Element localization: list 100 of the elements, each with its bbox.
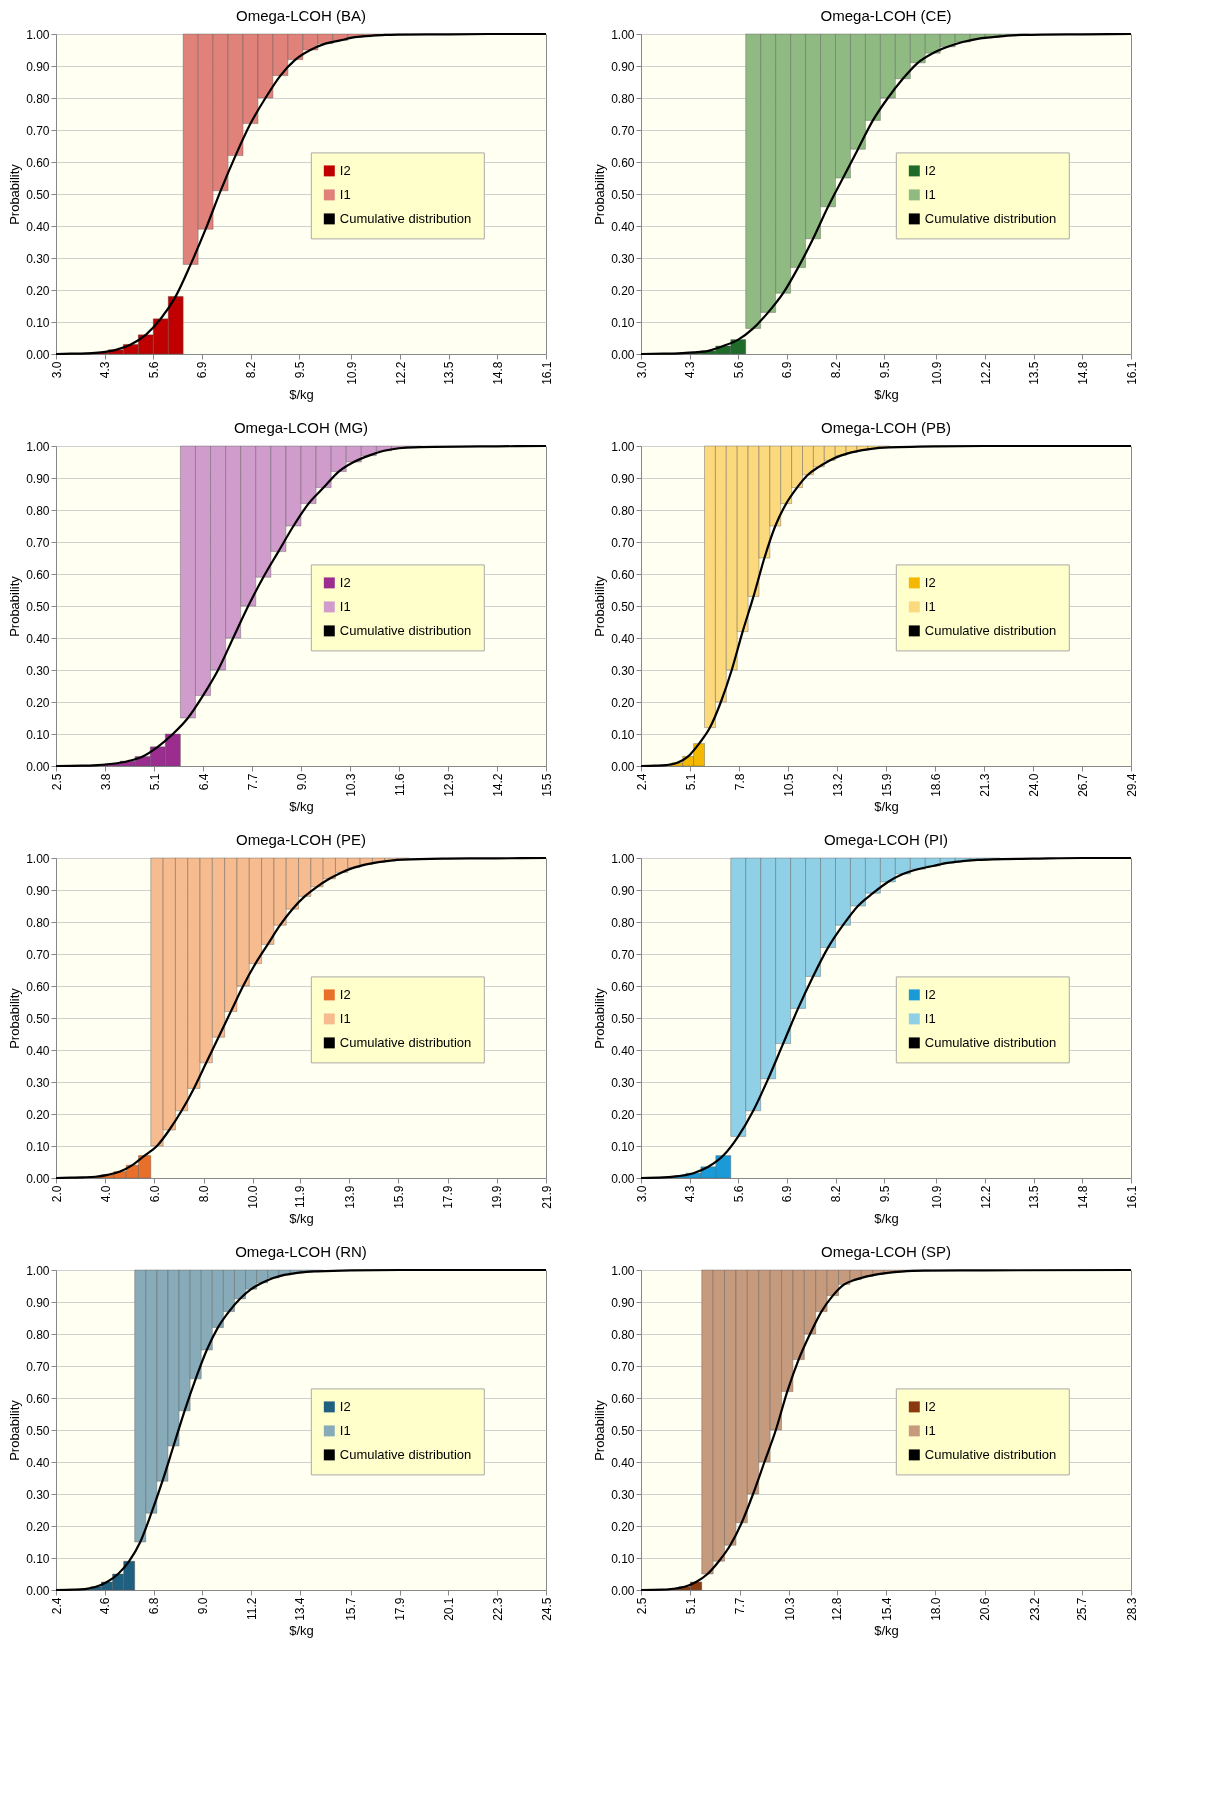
legend-label: I1: [924, 186, 936, 202]
x-tick-label: 5.1: [683, 1597, 698, 1615]
y-tick-label: 0.50: [26, 1423, 50, 1438]
legend-label: I1: [339, 598, 351, 614]
y-tick-label: 0.60: [26, 155, 50, 170]
y-tick-label: 0.70: [611, 1359, 635, 1374]
x-tick-label: 8.2: [829, 1185, 843, 1203]
y-tick-label: 0.00: [26, 1171, 50, 1186]
x-tick-label: 5.6: [731, 1185, 746, 1203]
x-tick-label: 16.1: [539, 361, 554, 385]
x-tick-label: 4.3: [98, 361, 113, 379]
x-tick-label: 24.0: [1026, 773, 1041, 797]
legend-label: I1: [924, 1010, 936, 1026]
x-tick-label: 12.2: [978, 1185, 993, 1209]
x-tick-label: 10.9: [930, 361, 944, 385]
x-tick-label: 7.7: [245, 773, 260, 791]
x-tick-label: 24.5: [539, 1597, 554, 1621]
y-tick-label: 0.90: [26, 883, 50, 898]
x-tick-label: 17.9: [441, 1185, 456, 1209]
y-tick-label: 0.10: [611, 1139, 635, 1154]
y-tick-label: 0.20: [611, 283, 635, 298]
x-axis-title: $/kg: [874, 798, 899, 814]
y-tick-label: 0.20: [26, 1519, 50, 1534]
y-tick-label: 0.60: [26, 979, 50, 994]
y-tick-label: 0.50: [26, 1011, 50, 1026]
legend-label: Cumulative distribution: [924, 1034, 1057, 1050]
y-tick-label: 0.70: [26, 1359, 50, 1374]
legend-label: I1: [339, 1422, 351, 1438]
y-tick-label: 0.90: [611, 1295, 635, 1310]
y-tick-label: 0.90: [611, 59, 635, 74]
x-tick-label: 3.0: [634, 361, 649, 379]
x-tick-label: 16.1: [1124, 1185, 1139, 1209]
x-tick-label: 7.8: [732, 773, 747, 791]
x-tick-label: 8.2: [244, 361, 258, 379]
y-tick-label: 0.30: [26, 1075, 50, 1090]
x-tick-label: 10.0: [246, 1185, 261, 1209]
y-axis-title: Probability: [592, 987, 608, 1049]
y-tick-label: 1.00: [26, 439, 50, 454]
x-tick-label: 5.1: [683, 773, 698, 791]
x-tick-label: 10.5: [781, 773, 796, 797]
y-tick-label: 0.90: [26, 1295, 50, 1310]
x-axis-title: $/kg: [874, 386, 899, 402]
y-tick-label: 0.20: [611, 695, 635, 710]
x-tick-label: 18.0: [928, 1597, 943, 1621]
x-tick-label: 15.4: [879, 1597, 894, 1621]
x-tick-label: 2.4: [634, 773, 649, 791]
x-tick-label: 10.3: [782, 1597, 797, 1621]
y-tick-label: 0.40: [26, 1455, 50, 1470]
x-tick-label: 21.3: [977, 773, 992, 797]
y-tick-label: 0.20: [26, 1107, 50, 1122]
y-tick-label: 0.40: [611, 1043, 635, 1058]
x-axis-title: $/kg: [874, 1210, 899, 1226]
x-tick-label: 13.5: [1027, 1185, 1042, 1209]
y-axis-title: Probability: [7, 575, 23, 637]
chart-title: Omega-LCOH (PI): [823, 831, 949, 848]
y-tick-label: 0.70: [611, 535, 635, 550]
y-tick-label: 0.60: [611, 979, 635, 994]
chart-title: Omega-LCOH (RN): [235, 1243, 367, 1260]
y-tick-label: 0.60: [26, 567, 50, 582]
y-tick-label: 0.40: [26, 1043, 50, 1058]
y-tick-label: 0.10: [26, 1551, 50, 1566]
x-axis-title: $/kg: [874, 1622, 899, 1638]
y-tick-label: 0.30: [611, 1075, 635, 1090]
x-tick-label: 5.1: [147, 773, 162, 791]
x-tick-label: 15.9: [391, 1185, 406, 1209]
y-tick-label: 0.10: [26, 727, 50, 742]
y-tick-label: 0.80: [611, 91, 635, 106]
y-axis-title: Probability: [592, 575, 608, 637]
y-tick-label: 0.90: [26, 59, 50, 74]
x-tick-label: 15.7: [344, 1597, 359, 1621]
y-tick-label: 0.50: [611, 599, 635, 614]
x-tick-label: 14.8: [1075, 361, 1090, 385]
x-tick-label: 4.3: [683, 1185, 698, 1203]
y-axis-title: Probability: [592, 1399, 608, 1461]
x-tick-label: 2.4: [49, 1597, 64, 1615]
x-tick-label: 11.2: [244, 1597, 259, 1620]
x-tick-label: 21.9: [539, 1185, 554, 1209]
x-tick-label: 10.3: [343, 773, 358, 797]
x-tick-label: 28.3: [1124, 1597, 1139, 1621]
x-tick-label: 14.8: [1075, 1185, 1090, 1209]
y-tick-label: 0.70: [26, 947, 50, 962]
chart-title: Omega-LCOH (PE): [235, 831, 367, 848]
y-tick-label: 0.90: [611, 883, 635, 898]
y-tick-label: 0.40: [611, 631, 635, 646]
y-tick-label: 0.90: [611, 471, 635, 486]
y-tick-label: 1.00: [26, 27, 50, 42]
y-tick-label: 0.20: [26, 283, 50, 298]
x-tick-label: 10.9: [345, 361, 359, 385]
y-tick-label: 0.10: [26, 1139, 50, 1154]
legend-label: Cumulative distribution: [339, 1034, 472, 1050]
y-tick-label: 0.00: [26, 1583, 50, 1598]
x-tick-label: 8.2: [829, 361, 843, 379]
y-tick-label: 1.00: [611, 851, 635, 866]
y-tick-label: 0.30: [26, 663, 50, 678]
y-tick-label: 0.70: [611, 123, 635, 138]
x-tick-label: 5.6: [731, 361, 746, 379]
x-tick-label: 4.0: [98, 1185, 113, 1203]
y-tick-label: 0.50: [611, 1011, 635, 1026]
legend-label: I2: [924, 986, 936, 1002]
legend-label: I2: [924, 162, 936, 178]
